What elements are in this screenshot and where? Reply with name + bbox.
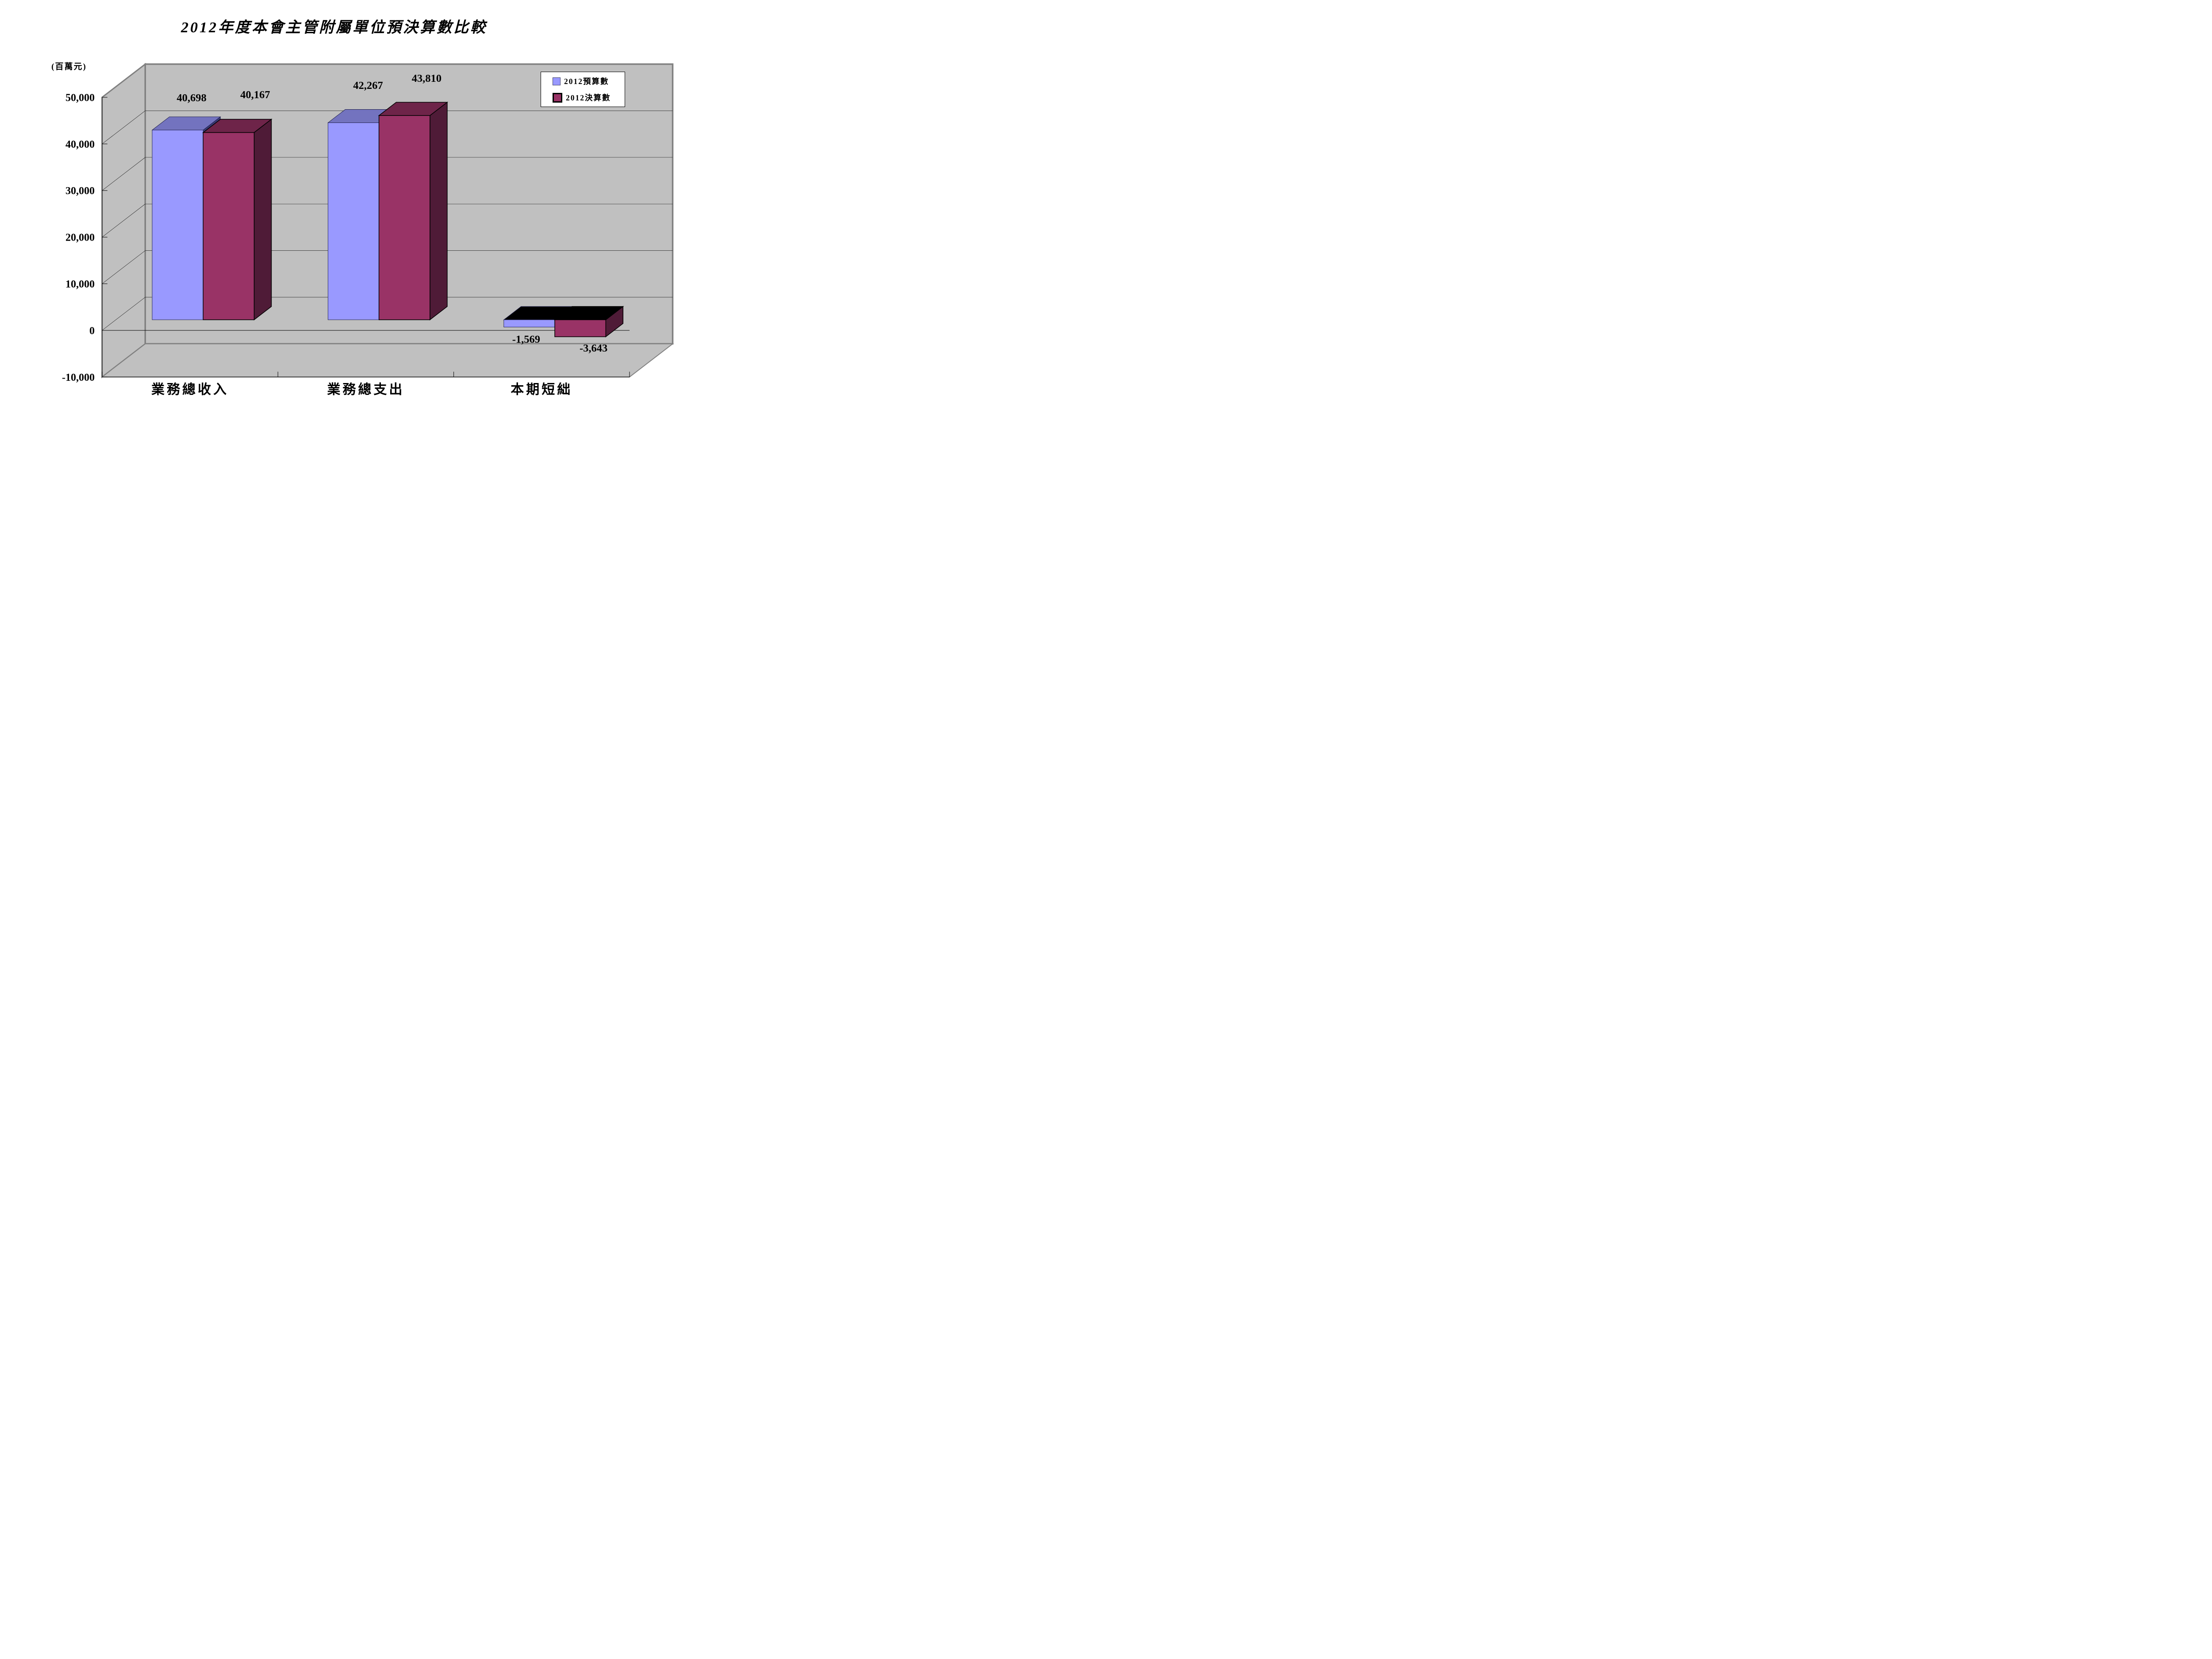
bar-side-c0-s1: [253, 119, 272, 321]
legend-item-final: 2012決算數: [541, 91, 625, 104]
bar-front-c0-s0: [152, 130, 204, 320]
bar-front-c2-s0: [503, 319, 555, 327]
legend-label-final: 2012決算數: [566, 93, 611, 102]
gridline-sidewall: [102, 111, 146, 144]
legend-item-budget: 2012預算數: [541, 75, 625, 88]
chart-title: 2012年度本會主管附屬單位預決算數比較: [181, 19, 487, 36]
3d-bar-chart-canvas: 40,698 40,167 42,267 43,810 -1,569 -3,643 50,0…: [62, 62, 674, 397]
bar-value-label: -1,569: [512, 333, 540, 345]
bar-front-c1-s0: [327, 123, 380, 320]
bar-side-c1-s1: [430, 101, 448, 321]
y-axis-tick-label: 10,000: [65, 279, 95, 290]
y-axis-tick-label: 0: [89, 325, 95, 337]
y-axis-tick-label: 40,000: [65, 139, 95, 150]
chart-area: 40,698 40,167 42,267 43,810 -1,569 -3,643 50,0…: [0, 0, 676, 415]
gridline-sidewall: [102, 203, 146, 238]
category-label: 業務總收入: [151, 382, 229, 397]
legend-swatch-budget-icon: [553, 77, 561, 85]
bar-front-c0-s1: [203, 132, 255, 320]
y-axis-unit-label: (百萬元): [51, 62, 87, 72]
bar-value-label: 40,167: [240, 89, 270, 101]
bar-value-label: 43,810: [412, 73, 442, 84]
bar-value-label: -3,643: [580, 342, 607, 354]
bar-front-c2-s1: [554, 319, 607, 337]
category-label: 業務總支出: [327, 382, 404, 397]
gridline-sidewall: [102, 250, 146, 284]
legend-swatch-final-icon: [553, 92, 562, 103]
bar-value-label: 42,267: [353, 80, 383, 92]
y-axis-tick-label: 30,000: [65, 185, 95, 197]
y-axis-tick-label: 20,000: [65, 232, 95, 244]
gridline-sidewall: [102, 297, 146, 331]
legend: 2012預算數 2012決算數: [541, 72, 625, 107]
legend-label-budget: 2012預算數: [564, 77, 609, 86]
bar-value-label: 40,698: [177, 92, 206, 104]
gridline-sidewall: [102, 157, 146, 191]
y-axis-tick-label: 50,000: [65, 92, 95, 103]
category-label: 本期短絀: [511, 382, 572, 397]
bar-front-c1-s1: [378, 115, 430, 320]
y-axis-tick-label: -10,000: [62, 372, 95, 383]
